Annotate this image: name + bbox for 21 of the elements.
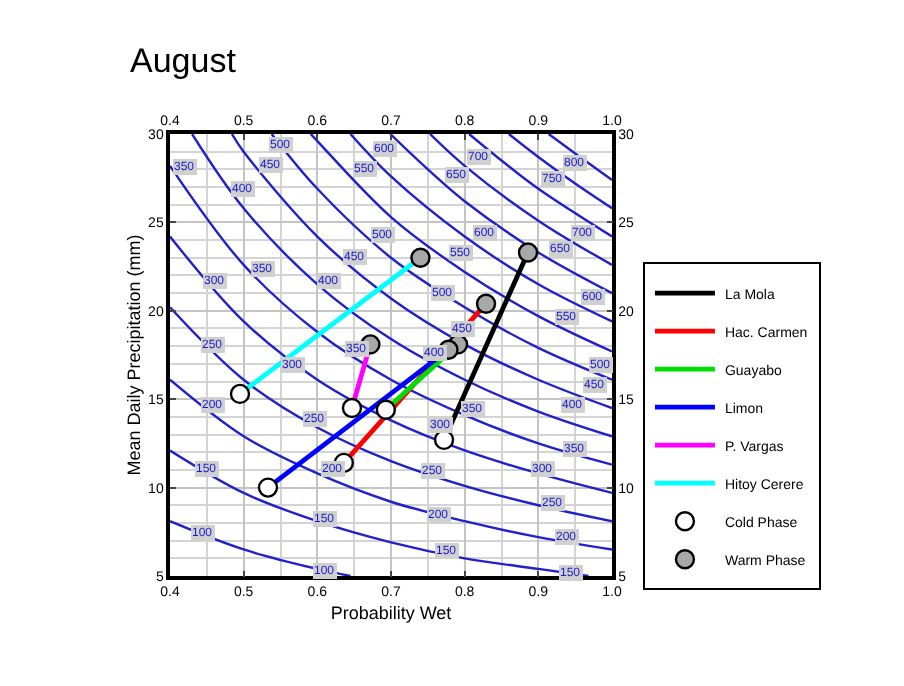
line-series [190,134,612,438]
point [410,247,431,268]
point [375,399,397,420]
line-series [170,520,352,576]
line-series [170,235,612,495]
chart-title: August [130,41,237,80]
line-series [507,134,612,210]
point [257,477,279,498]
line-series [170,306,612,523]
point [229,383,251,405]
y-axis-title: Mean Daily Precipitation (mm) [123,234,144,476]
x-axis-title: Probability Wet [330,602,453,623]
line-series [170,378,612,551]
line-series [230,134,612,410]
point [341,397,363,419]
line-series [428,134,612,267]
line-series [467,134,612,238]
point [475,293,497,314]
line-series [170,449,590,576]
line-series [309,134,612,353]
point [517,242,539,263]
